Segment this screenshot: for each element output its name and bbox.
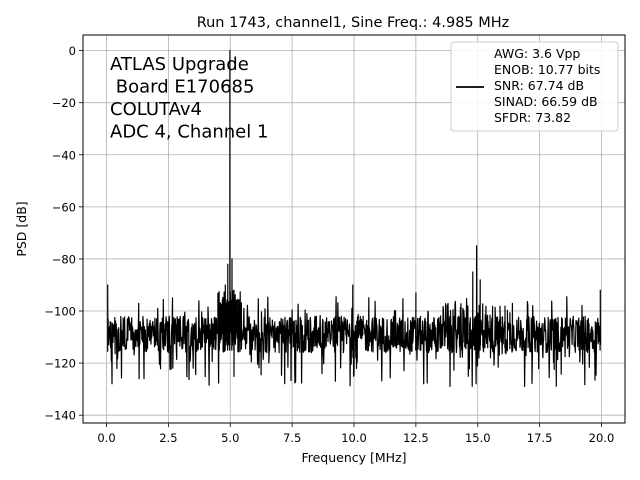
y-tick-label: −20	[52, 96, 76, 110]
annotation-line: ATLAS Upgrade	[110, 54, 249, 75]
annotation-line: COLUTAv4	[110, 99, 202, 120]
x-tick-label: 7.5	[283, 431, 301, 445]
y-tick-label: −60	[52, 200, 76, 214]
x-tick-label: 12.5	[403, 431, 429, 445]
annotation-line: ADC 4, Channel 1	[110, 122, 268, 143]
y-tick-label: −100	[44, 305, 76, 319]
legend-entry: SNR: 67.74 dB	[494, 78, 584, 93]
x-tick-label: 2.5	[159, 431, 177, 445]
x-tick-label: 17.5	[527, 431, 553, 445]
x-axis-label: Frequency [MHz]	[301, 450, 406, 465]
psd-trace	[107, 50, 601, 387]
x-tick-label: 20.0	[589, 431, 615, 445]
legend-entry: SINAD: 66.59 dB	[494, 94, 598, 109]
y-tick-label: −120	[44, 357, 76, 371]
y-tick-label: −40	[52, 148, 76, 162]
legend-box	[450, 41, 619, 132]
legend-entry: SFDR: 73.82	[494, 110, 571, 125]
legend-entry: ENOB: 10.77 bits	[494, 62, 600, 77]
annotation-line: Board E170685	[110, 77, 254, 98]
legend-entry: AWG: 3.6 Vpp	[494, 46, 580, 61]
y-tick-label: 0	[69, 44, 76, 58]
x-tick-label: 0.0	[97, 431, 115, 445]
y-axis: 0 −20 −40 −60 −80 −100 −120 −140	[44, 44, 83, 423]
y-tick-label: −80	[52, 252, 76, 266]
x-axis: 0.0 2.5 5.0 7.5 10.0 12.5 15.0 17.5 20.0	[97, 423, 614, 445]
chart-title: Run 1743, channel1, Sine Freq.: 4.985 MH…	[197, 15, 510, 31]
x-tick-label: 10.0	[341, 431, 367, 445]
y-tick-label: −140	[44, 409, 76, 423]
x-tick-label: 5.0	[221, 431, 239, 445]
y-axis-label: PSD [dB]	[14, 201, 29, 256]
x-tick-label: 15.0	[465, 431, 491, 445]
